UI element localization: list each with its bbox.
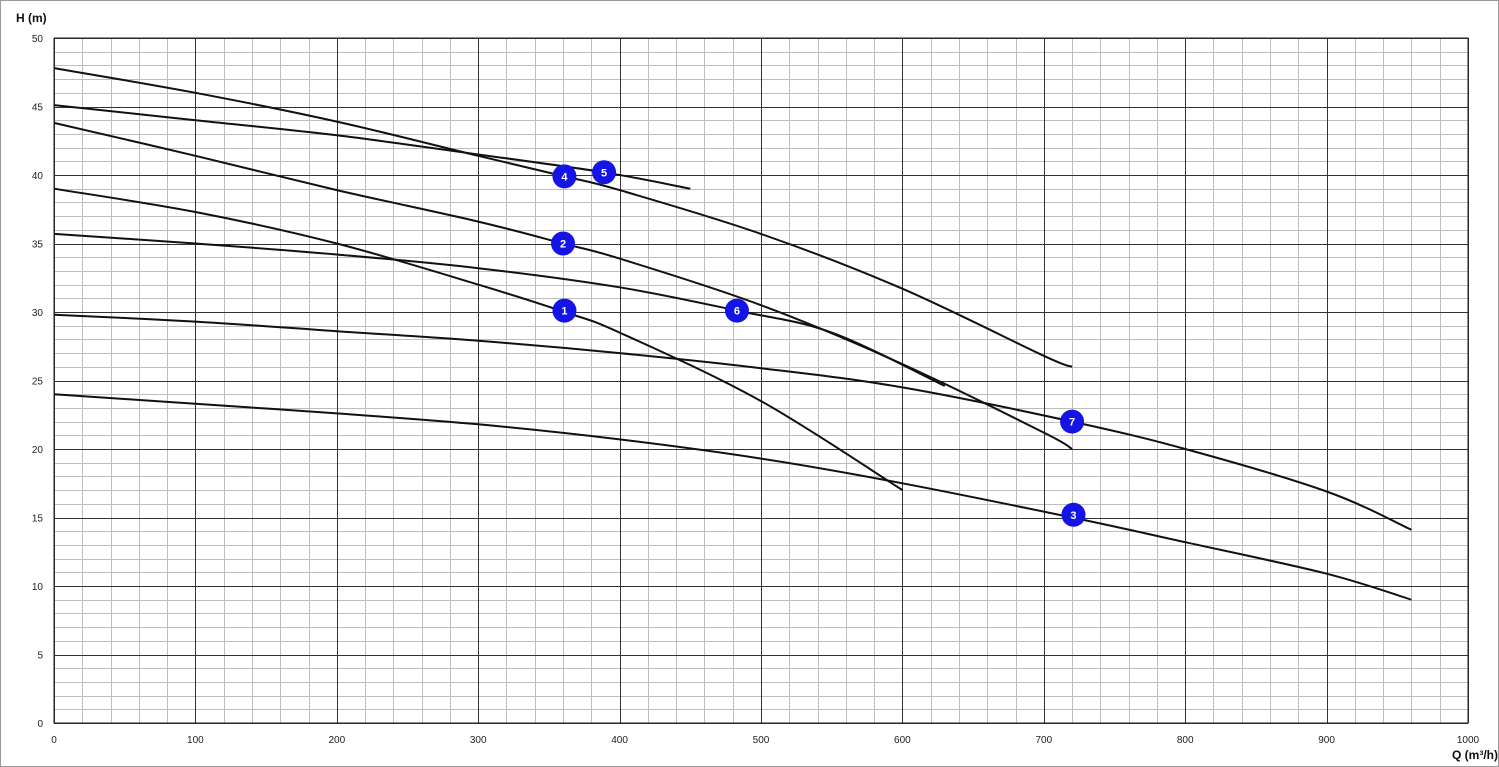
y-axis-title: H (m)	[16, 11, 47, 25]
curve-marker-label: 3	[1070, 510, 1076, 522]
curve-marker-5: 5	[592, 160, 617, 185]
curve-marker-label: 6	[734, 306, 740, 318]
y-tick-label: 15	[32, 514, 44, 525]
y-tick-label: 40	[32, 171, 44, 182]
curve-3	[53, 393, 1412, 601]
curve-marker-label: 7	[1069, 417, 1075, 429]
curve-marker-4: 4	[552, 164, 577, 189]
curve-marker-circle	[552, 164, 577, 189]
curve-marker-circle	[1060, 409, 1085, 434]
curve-1	[53, 187, 903, 491]
curve-6	[53, 232, 946, 387]
curve-marker-label: 2	[560, 239, 566, 251]
curve-marker-label: 1	[561, 306, 567, 318]
x-tick-label: 1000	[1457, 735, 1480, 746]
x-tick-label: 400	[611, 735, 628, 746]
curve-marker-1: 1	[552, 298, 577, 323]
x-axis-ticks: 0 100 200 300 400 500 600 700 800 900 1000	[51, 735, 1479, 746]
x-axis-title: Q (m³/h)	[1452, 748, 1498, 762]
curve-markers: 1 2 3 4 5 6 7	[551, 160, 1086, 527]
y-tick-label: 5	[37, 651, 43, 662]
curve-marker-3: 3	[1061, 502, 1086, 527]
y-tick-label: 35	[32, 240, 44, 251]
y-tick-label: 10	[32, 582, 44, 593]
y-tick-label: 25	[32, 377, 44, 388]
y-tick-label: 20	[32, 445, 44, 456]
curve-marker-circle	[1061, 502, 1086, 527]
x-tick-label: 300	[470, 735, 487, 746]
curve-marker-circle	[724, 298, 749, 323]
y-axis-ticks: 0 5 10 15 20 25 30 35 40 45 50	[32, 34, 44, 730]
curve-marker-label: 4	[561, 171, 568, 183]
plot-border	[53, 37, 1469, 724]
curve-marker-circle	[551, 231, 576, 256]
curve-7	[53, 313, 1412, 531]
x-tick-label: 800	[1177, 735, 1194, 746]
y-tick-label: 45	[32, 103, 44, 114]
curve-marker-label: 5	[601, 167, 607, 179]
curve-marker-6: 6	[724, 298, 749, 323]
curve-marker-7: 7	[1060, 409, 1085, 434]
x-tick-label: 100	[187, 735, 204, 746]
y-tick-label: 30	[32, 308, 44, 319]
curve-marker-circle	[592, 160, 617, 185]
x-tick-label: 700	[1035, 735, 1052, 746]
curve-2	[53, 121, 1073, 450]
y-tick-label: 0	[37, 719, 43, 730]
y-tick-label: 50	[32, 34, 44, 45]
curves	[53, 67, 1412, 601]
x-tick-label: 500	[753, 735, 770, 746]
curve-marker-2: 2	[551, 231, 576, 256]
x-tick-label: 0	[51, 735, 57, 746]
x-tick-label: 900	[1318, 735, 1335, 746]
curve-4	[53, 67, 1073, 368]
curve-marker-circle	[552, 298, 577, 323]
major-grid	[54, 38, 1469, 724]
x-tick-label: 600	[894, 735, 911, 746]
x-tick-label: 200	[328, 735, 345, 746]
